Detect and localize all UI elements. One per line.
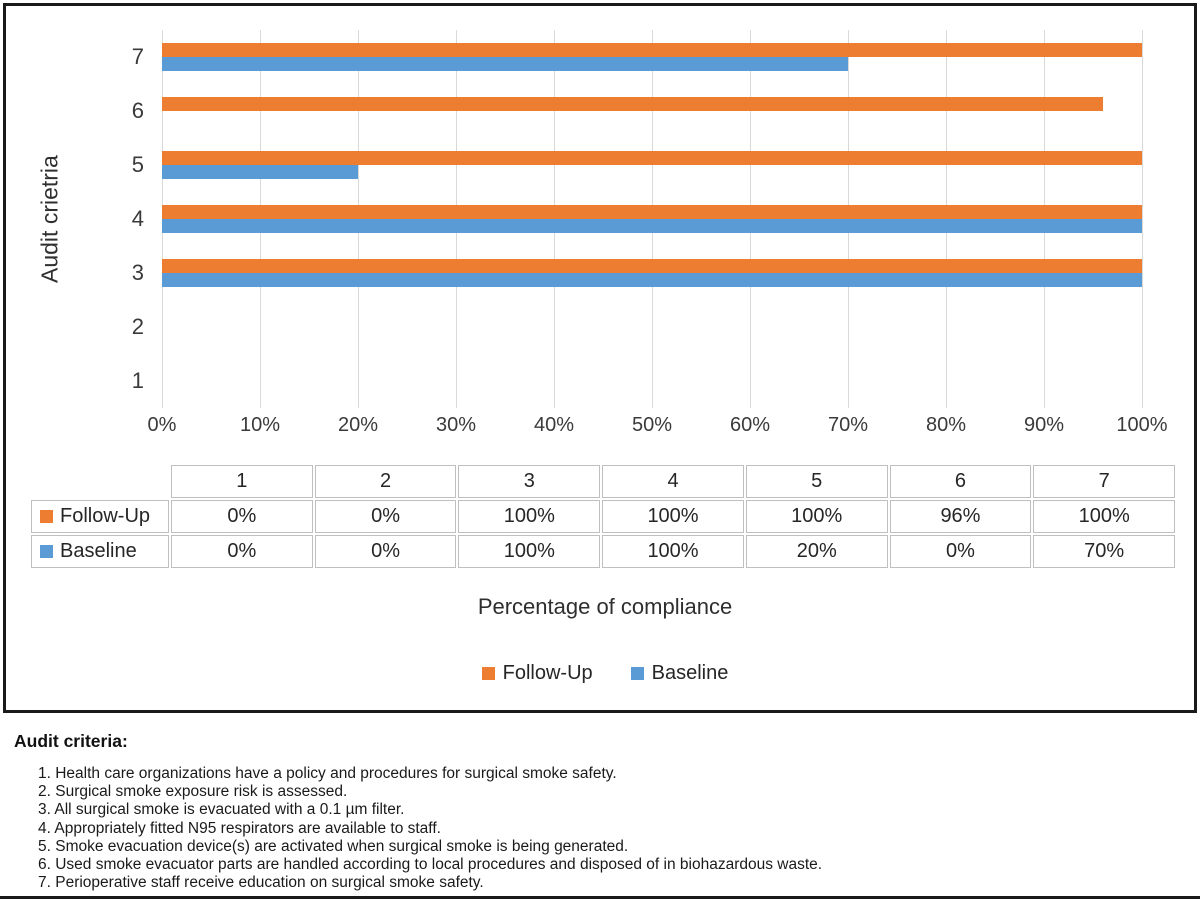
table-value-cell: 0% <box>171 535 313 568</box>
table-row-label: Baseline <box>31 535 169 568</box>
note-item: 6. Used smoke evacuator parts are handle… <box>38 856 823 874</box>
bar-baseline-cat-4 <box>162 219 1142 233</box>
table-header-cell: 6 <box>889 465 1032 498</box>
table-header-spacer <box>31 465 169 498</box>
bar-baseline-cat-5 <box>162 165 358 179</box>
bar-follow-up-cat-6 <box>162 97 1103 111</box>
x-axis-title: Percentage of compliance <box>477 594 733 619</box>
note-item: 2. Surgical smoke exposure risk is asses… <box>38 783 348 801</box>
table-value-cell: 100% <box>602 535 744 568</box>
category-label: 4 <box>131 206 144 231</box>
table-value-cell: 100% <box>458 500 601 533</box>
bar-baseline-cat-7 <box>162 57 848 71</box>
table-value-cell: 96% <box>889 500 1032 533</box>
table-value-cell: 70% <box>1033 535 1176 568</box>
x-tick-label: 70% <box>827 414 869 436</box>
series-label: Follow-Up <box>60 505 151 527</box>
follow-up-legend-swatch-icon <box>481 667 495 680</box>
note-item: 7. Perioperative staff receive education… <box>38 874 484 892</box>
category-label: 7 <box>131 44 144 69</box>
table-row: Baseline 0% 0% 100% 100% 20% 0% 70% <box>30 534 1176 569</box>
bar-follow-up-cat-5 <box>162 151 1142 165</box>
category-label: 1 <box>131 368 144 393</box>
x-tick-label: 40% <box>533 414 575 436</box>
chart-legend: Follow-Up Baseline <box>6 662 1200 685</box>
legend-item: Follow-Up <box>481 662 593 685</box>
table-value-cell: 100% <box>602 500 744 533</box>
baseline-swatch-icon <box>40 545 53 558</box>
bar-follow-up-cat-3 <box>162 259 1142 273</box>
note-item: 4. Appropriately fitted N95 respirators … <box>38 819 441 837</box>
table-header-cell: 2 <box>314 465 457 498</box>
data-table: 1 2 3 4 5 6 7 Follow-Up 0% 0% 100% 100% 100% 96% 100% B… <box>30 464 1176 569</box>
bar-baseline-cat-3 <box>162 273 1142 287</box>
note-item: 5. Smoke evacuation device(s) are activa… <box>38 837 629 855</box>
table-header-cell: 1 <box>171 465 313 498</box>
table-row-label: Follow-Up <box>31 500 169 533</box>
note-item: 3. All surgical smoke is evacuated with … <box>38 801 405 819</box>
notes-heading: Audit criteria: <box>14 731 128 751</box>
table-value-cell: 20% <box>745 535 888 568</box>
table-value-cell: 0% <box>171 500 313 533</box>
baseline-legend-swatch-icon <box>630 667 644 680</box>
x-tick-label: 10% <box>239 414 281 436</box>
legend-label: Follow-Up <box>502 662 593 684</box>
bottom-divider <box>0 896 1200 899</box>
table-header-cell: 4 <box>602 465 744 498</box>
notes-list: 1. Health care organizations have a poli… <box>38 765 1194 892</box>
category-label: 3 <box>131 260 144 285</box>
table-value-cell: 100% <box>458 535 601 568</box>
table-value-cell: 0% <box>314 535 457 568</box>
chart-figure-frame: Audit crietria 1 2 3 4 5 6 7 Follow-Up 0% 0% 100% 1… <box>3 3 1197 713</box>
table-value-cell: 0% <box>889 535 1032 568</box>
x-tick-label: 50% <box>631 414 673 436</box>
category-label: 6 <box>131 98 144 123</box>
table-value-cell: 100% <box>745 500 888 533</box>
table-row: Follow-Up 0% 0% 100% 100% 100% 96% 100% <box>30 499 1176 534</box>
gridline <box>1142 30 1143 408</box>
notes-section: Audit criteria: 1. Health care organizat… <box>14 731 1194 892</box>
x-tick-label: 100% <box>1116 414 1168 436</box>
plot-area <box>162 30 1143 408</box>
legend-item: Baseline <box>630 662 729 685</box>
series-label: Baseline <box>60 540 137 562</box>
table-header-cell: 7 <box>1033 465 1176 498</box>
table-value-cell: 0% <box>314 500 457 533</box>
bar-follow-up-cat-4 <box>162 205 1142 219</box>
legend-label: Baseline <box>651 662 729 684</box>
follow-up-swatch-icon <box>40 510 53 523</box>
table-header-cell: 5 <box>745 465 888 498</box>
x-tick-label: 90% <box>1023 414 1065 436</box>
table-value-cell: 100% <box>1033 500 1176 533</box>
x-tick-label: 0% <box>147 414 177 436</box>
bar-follow-up-cat-7 <box>162 43 1142 57</box>
x-tick-label: 80% <box>925 414 967 436</box>
x-tick-label: 20% <box>337 414 379 436</box>
x-tick-label: 30% <box>435 414 477 436</box>
x-tick-label: 60% <box>729 414 771 436</box>
table-header-cell: 3 <box>458 465 601 498</box>
category-label: 5 <box>131 152 144 177</box>
note-item: 1. Health care organizations have a poli… <box>38 765 617 782</box>
category-label: 2 <box>131 314 144 339</box>
